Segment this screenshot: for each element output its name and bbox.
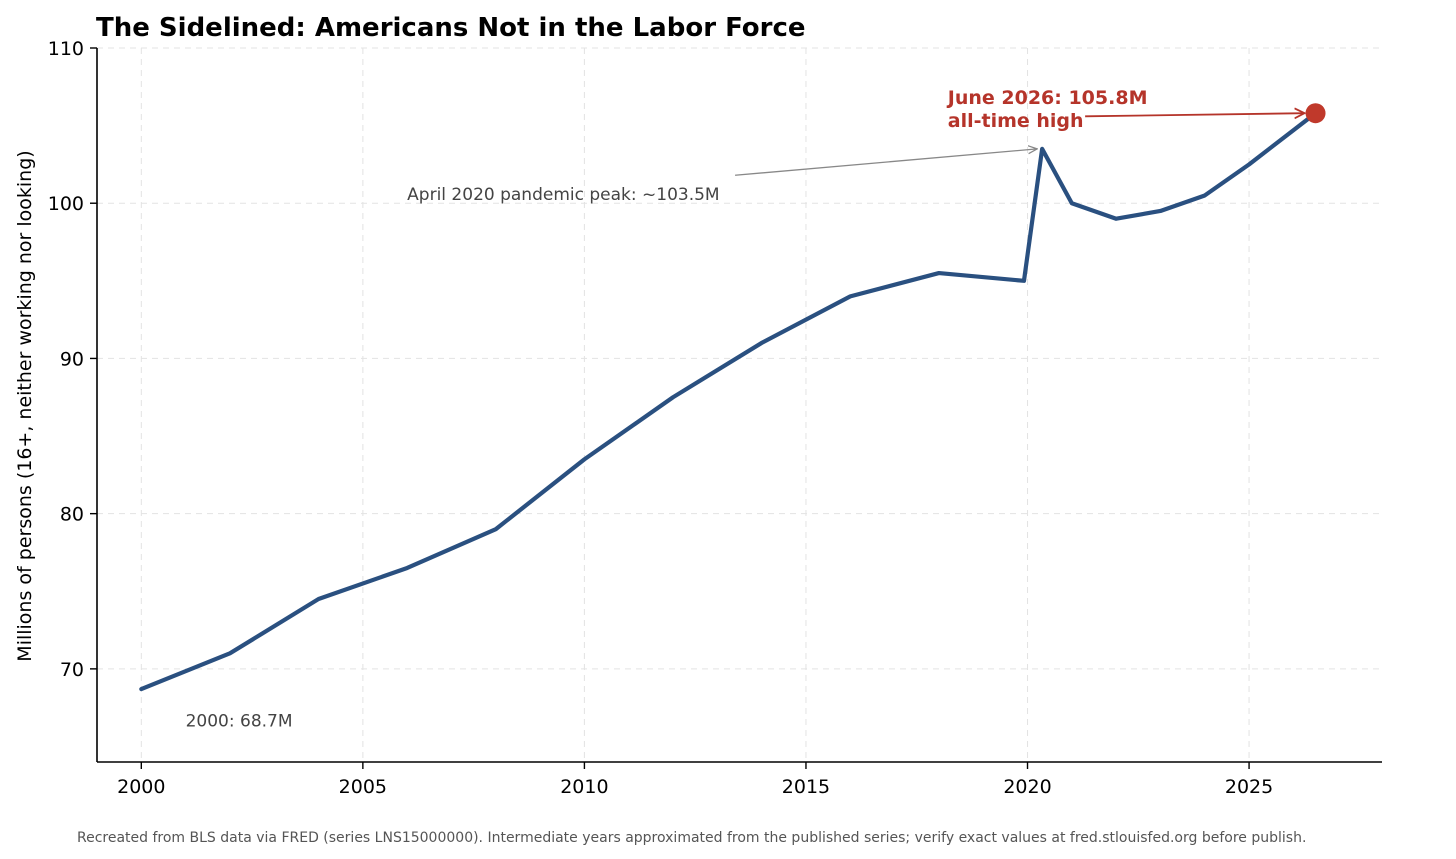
x-tick-label: 2025 xyxy=(1225,776,1273,798)
latest-value-marker xyxy=(1305,103,1326,124)
latest-annotation-line2: all-time high xyxy=(948,110,1084,132)
y-tick-label: 80 xyxy=(60,504,84,526)
x-tick-label: 2020 xyxy=(1003,776,1051,798)
y-tick-label: 70 xyxy=(60,659,84,681)
pandemic-annotation: April 2020 pandemic peak: ~103.5M xyxy=(407,185,719,205)
y-tick-label: 90 xyxy=(60,348,84,370)
latest-arrow xyxy=(1085,113,1304,116)
footnote: Recreated from BLS data via FRED (series… xyxy=(77,830,1306,846)
y-tick-label: 100 xyxy=(48,193,84,215)
y-tick-label: 110 xyxy=(48,38,84,60)
latest-annotation-line1: June 2026: 105.8M xyxy=(946,87,1148,109)
chart-title: The Sidelined: Americans Not in the Labo… xyxy=(96,13,806,43)
start-annotation: 2000: 68.7M xyxy=(186,711,293,731)
x-tick-label: 2005 xyxy=(339,776,387,798)
pandemic-arrow xyxy=(735,149,1037,176)
y-axis-label: Millions of persons (16+, neither workin… xyxy=(14,150,36,661)
x-tick-label: 2000 xyxy=(117,776,165,798)
series-line xyxy=(139,111,1318,692)
x-tick-label: 2010 xyxy=(560,776,608,798)
x-tick-label: 2015 xyxy=(782,776,830,798)
